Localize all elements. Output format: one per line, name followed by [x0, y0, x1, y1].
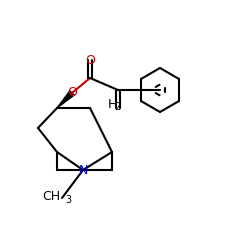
Text: CH: CH: [42, 190, 60, 203]
Text: O: O: [85, 54, 95, 66]
Polygon shape: [57, 91, 74, 108]
Text: N: N: [78, 164, 88, 176]
Text: O: O: [67, 86, 77, 100]
Text: H: H: [107, 98, 117, 110]
Text: 2: 2: [114, 102, 120, 112]
Text: 3: 3: [65, 195, 71, 205]
